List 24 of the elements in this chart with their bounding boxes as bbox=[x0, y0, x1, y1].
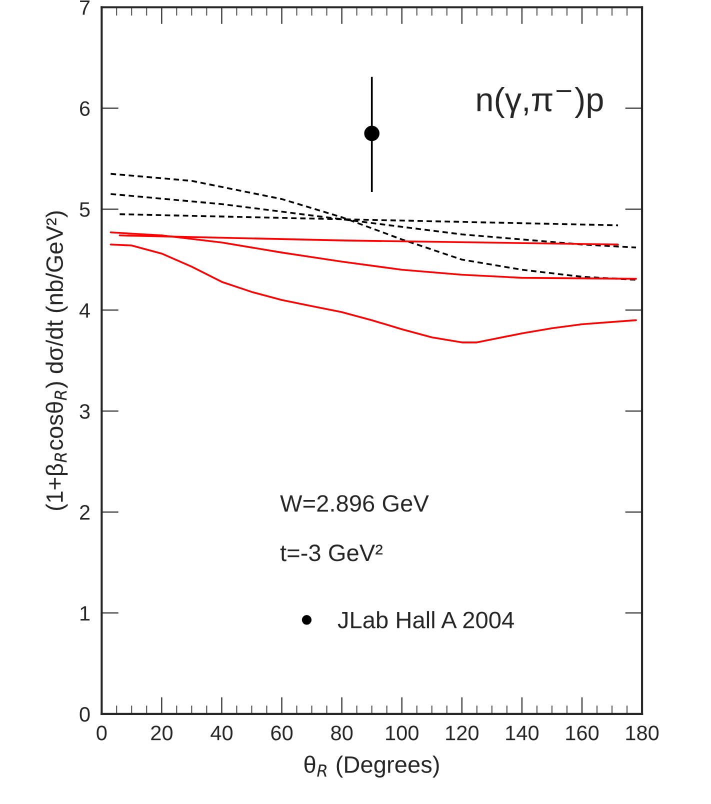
x-axis-title: θ$_{R}$ (Degrees) bbox=[304, 756, 439, 778]
annotation: t=-3 GeV² bbox=[280, 544, 383, 562]
y-tick-label: 4 bbox=[79, 303, 90, 318]
x-tick-label: 20 bbox=[151, 726, 172, 740]
y-tick-label: 0 bbox=[80, 706, 90, 722]
x-tick-label: 80 bbox=[331, 726, 353, 740]
x-tick-label: 0 bbox=[96, 726, 107, 740]
legend-label: JLab Hall A 2004 bbox=[338, 611, 514, 628]
y-tick-label: 3 bbox=[80, 404, 90, 419]
x-tick-label: 120 bbox=[446, 726, 478, 740]
y-axis-title: (1+β$_{R}$cosθ$_{R}$) dσ/dt (nb/GeV²) bbox=[46, 211, 68, 510]
x-tick-label: 100 bbox=[386, 726, 418, 740]
y-tick-label: 2 bbox=[80, 505, 90, 520]
x-tick-label: 60 bbox=[271, 726, 293, 740]
annotation: n(γ,π$^{−}$)p bbox=[477, 86, 603, 118]
x-tick-label: 140 bbox=[506, 726, 539, 740]
x-tick-label: 160 bbox=[566, 726, 599, 740]
y-tick-label: 1 bbox=[80, 606, 90, 621]
y-tick-label: 5 bbox=[80, 202, 90, 217]
y-tick-label: 7 bbox=[80, 0, 90, 15]
y-tick-label: 6 bbox=[80, 101, 90, 116]
x-tick-label: 180 bbox=[626, 726, 659, 740]
x-tick-label: 40 bbox=[210, 726, 233, 740]
annotation: W=2.896 GeV bbox=[280, 495, 429, 512]
